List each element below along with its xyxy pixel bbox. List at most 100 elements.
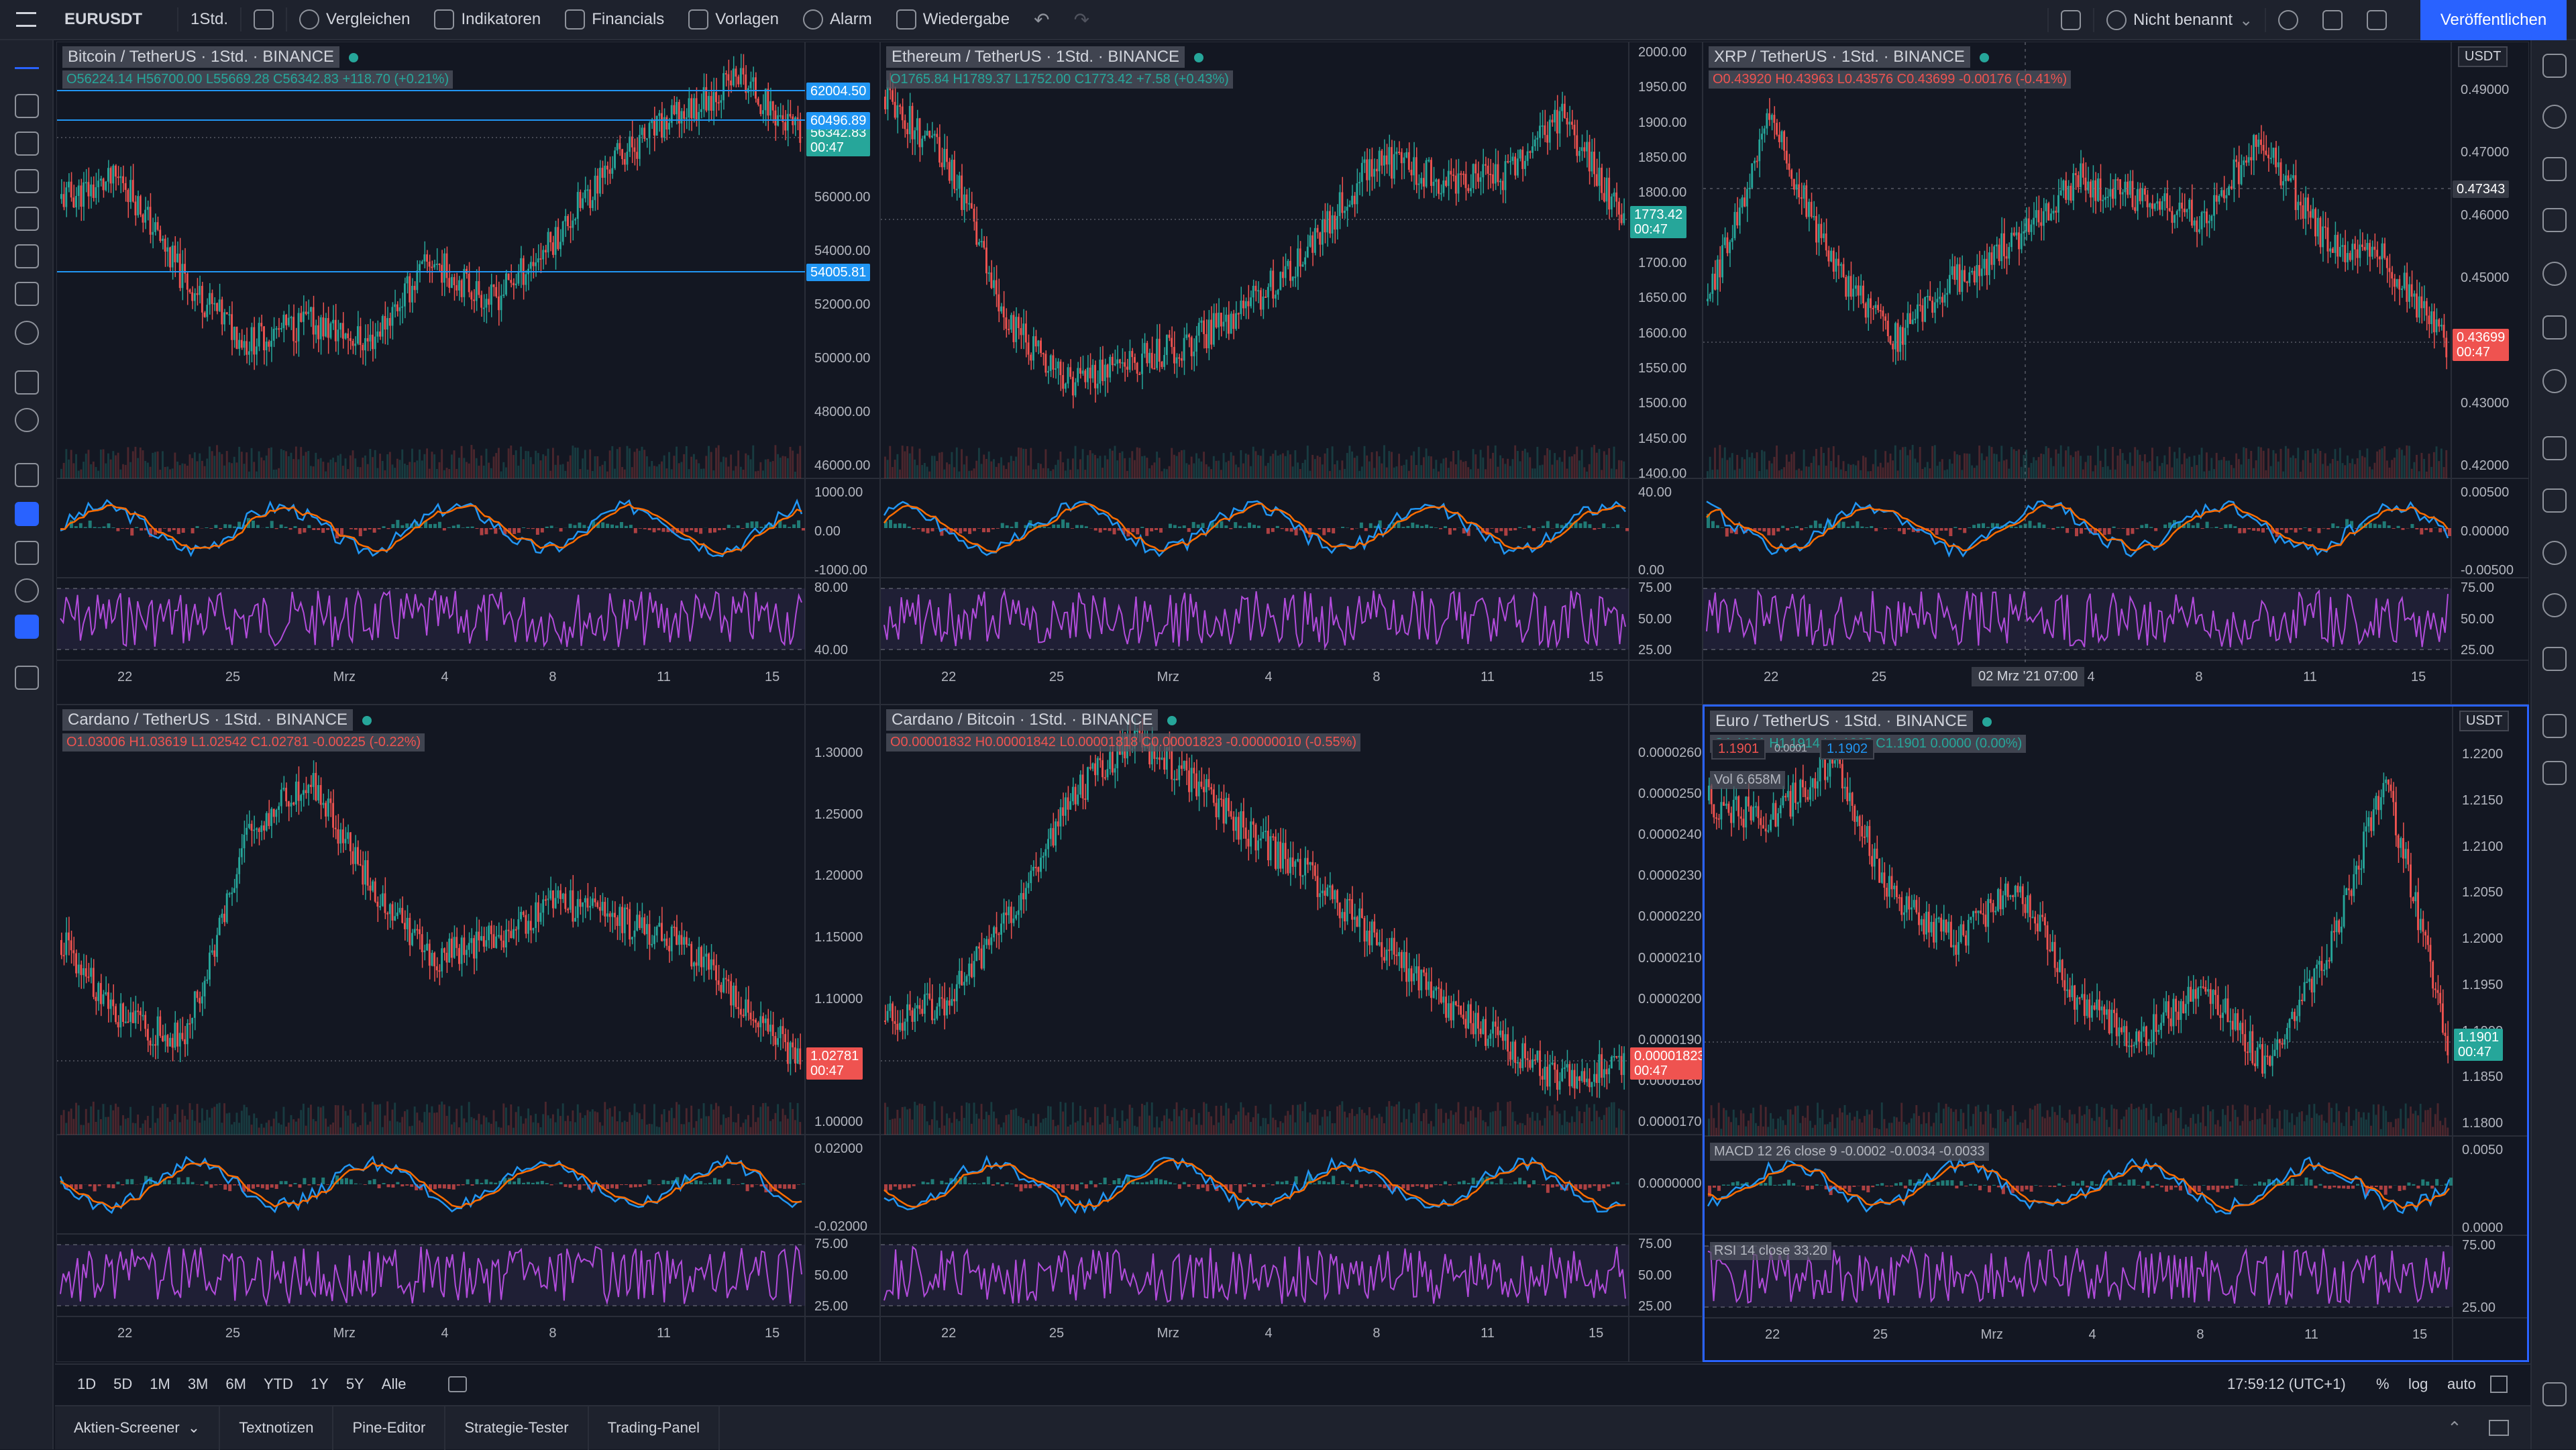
chat-icon[interactable] <box>2542 436 2567 460</box>
redo-button[interactable]: ↷ <box>1062 0 1102 40</box>
messages-icon[interactable] <box>2542 488 2567 513</box>
volume-bar <box>2116 456 2118 478</box>
lock-icon[interactable] <box>15 541 39 565</box>
candle-body <box>1084 370 1086 382</box>
watchlist-icon[interactable] <box>2542 54 2567 78</box>
pattern-icon[interactable] <box>15 244 39 268</box>
brush-icon[interactable] <box>15 169 39 193</box>
symbol-search[interactable]: EURUSDT <box>52 0 177 40</box>
publish-button[interactable]: Veröffentlichen <box>2420 0 2567 40</box>
candle-body <box>1788 164 1790 170</box>
horizontal-line-price-tag[interactable]: 60496.89 <box>806 112 870 130</box>
fullscreen-button[interactable] <box>2310 0 2355 40</box>
settings-button[interactable] <box>2266 0 2310 40</box>
alarm-clock-icon[interactable] <box>2542 105 2567 129</box>
prediction-icon[interactable] <box>15 282 39 306</box>
chart-title[interactable]: Cardano / TetherUS · 1Std. · BINANCE <box>62 709 353 731</box>
currency-badge[interactable]: USDT <box>2458 46 2508 67</box>
depth-icon[interactable] <box>2542 761 2567 785</box>
candle-body <box>1761 134 1763 140</box>
trendline-icon[interactable] <box>15 94 39 118</box>
replay-button[interactable]: Wiedergabe <box>884 0 1022 40</box>
trash-icon[interactable] <box>15 666 39 690</box>
text-icon[interactable] <box>15 207 39 231</box>
streams-icon[interactable] <box>2542 541 2567 565</box>
smiley-icon[interactable] <box>15 321 39 345</box>
volume-bar <box>162 1104 164 1135</box>
interval-button[interactable]: 1Std. <box>178 0 240 40</box>
chart-title[interactable]: Ethereum / TetherUS · 1Std. · BINANCE <box>886 46 1185 68</box>
data-window-icon[interactable] <box>2542 157 2567 181</box>
chart-canvas[interactable] <box>1703 42 2529 705</box>
indicators-button[interactable]: Indikatoren <box>422 0 553 40</box>
macd-histogram-bar <box>1252 525 1256 528</box>
chart-canvas[interactable] <box>881 705 1703 1362</box>
news-icon[interactable] <box>2542 208 2567 232</box>
crosshair-icon[interactable] <box>15 67 39 69</box>
candle-body <box>589 906 591 907</box>
candle-body <box>468 943 470 949</box>
broadcast-icon[interactable] <box>2542 593 2567 617</box>
candle-body <box>253 829 255 831</box>
candle-body <box>777 1038 779 1045</box>
chart-type-button[interactable] <box>241 0 286 40</box>
volume-bar <box>2100 461 2102 478</box>
volume-bar <box>956 448 958 478</box>
volume-bar <box>688 1122 690 1135</box>
candle-body <box>653 935 655 944</box>
order-panel-icon[interactable] <box>2542 714 2567 738</box>
notifications-icon[interactable] <box>2542 647 2567 671</box>
volume-bar <box>298 1119 300 1135</box>
hotlist-icon[interactable] <box>2542 262 2567 286</box>
chart-canvas[interactable] <box>57 42 880 705</box>
layout-grid-button[interactable] <box>2049 0 2093 40</box>
volume-bar <box>782 456 784 478</box>
layers-icon[interactable] <box>2542 1382 2567 1406</box>
candle-body <box>498 297 500 310</box>
snapshot-button[interactable] <box>2355 0 2399 40</box>
volume-bar <box>1986 456 1988 478</box>
volume-bar <box>904 452 906 478</box>
candle-body <box>1270 270 1272 287</box>
volume-bar <box>1242 1107 1244 1135</box>
calendar-icon[interactable] <box>2542 315 2567 340</box>
link-icon[interactable] <box>15 615 39 639</box>
volume-bar <box>755 471 757 478</box>
compare-button[interactable]: Vergleichen <box>287 0 422 40</box>
macd-histogram-bar <box>2448 528 2451 536</box>
candle-body <box>1097 758 1099 775</box>
undo-button[interactable]: ↶ <box>1022 0 1061 40</box>
candle-body <box>946 1000 948 1015</box>
chart-title[interactable]: Bitcoin / TetherUS · 1Std. · BINANCE <box>62 46 339 68</box>
menu-button[interactable] <box>0 0 52 40</box>
stay-in-drawing-mode-icon[interactable] <box>15 502 39 526</box>
horizontal-line-price-tag[interactable]: 54005.81 <box>806 264 870 281</box>
horizontal-line-price-tag[interactable]: 62004.50 <box>806 83 870 100</box>
fib-icon[interactable] <box>15 132 39 156</box>
zoom-icon[interactable] <box>15 408 39 432</box>
ruler-icon[interactable] <box>15 370 39 395</box>
candle-body <box>1301 876 1303 877</box>
volume-bar <box>990 1102 992 1135</box>
magnet-icon[interactable] <box>15 463 39 487</box>
volume-bar <box>2008 469 2010 478</box>
eye-icon[interactable] <box>15 578 39 603</box>
candle-body <box>416 270 418 290</box>
layout-name-button[interactable]: Nicht benannt⌄ <box>2094 0 2265 40</box>
chart-canvas[interactable] <box>57 705 880 1362</box>
financials-button[interactable]: Financials <box>553 0 676 40</box>
chart-title[interactable]: XRP / TetherUS · 1Std. · BINANCE <box>1709 46 1970 68</box>
ideas-icon[interactable] <box>2542 369 2567 393</box>
templates-button[interactable]: Vorlagen <box>676 0 791 40</box>
chart-canvas[interactable] <box>881 42 1703 705</box>
alert-button[interactable]: Alarm <box>791 0 884 40</box>
